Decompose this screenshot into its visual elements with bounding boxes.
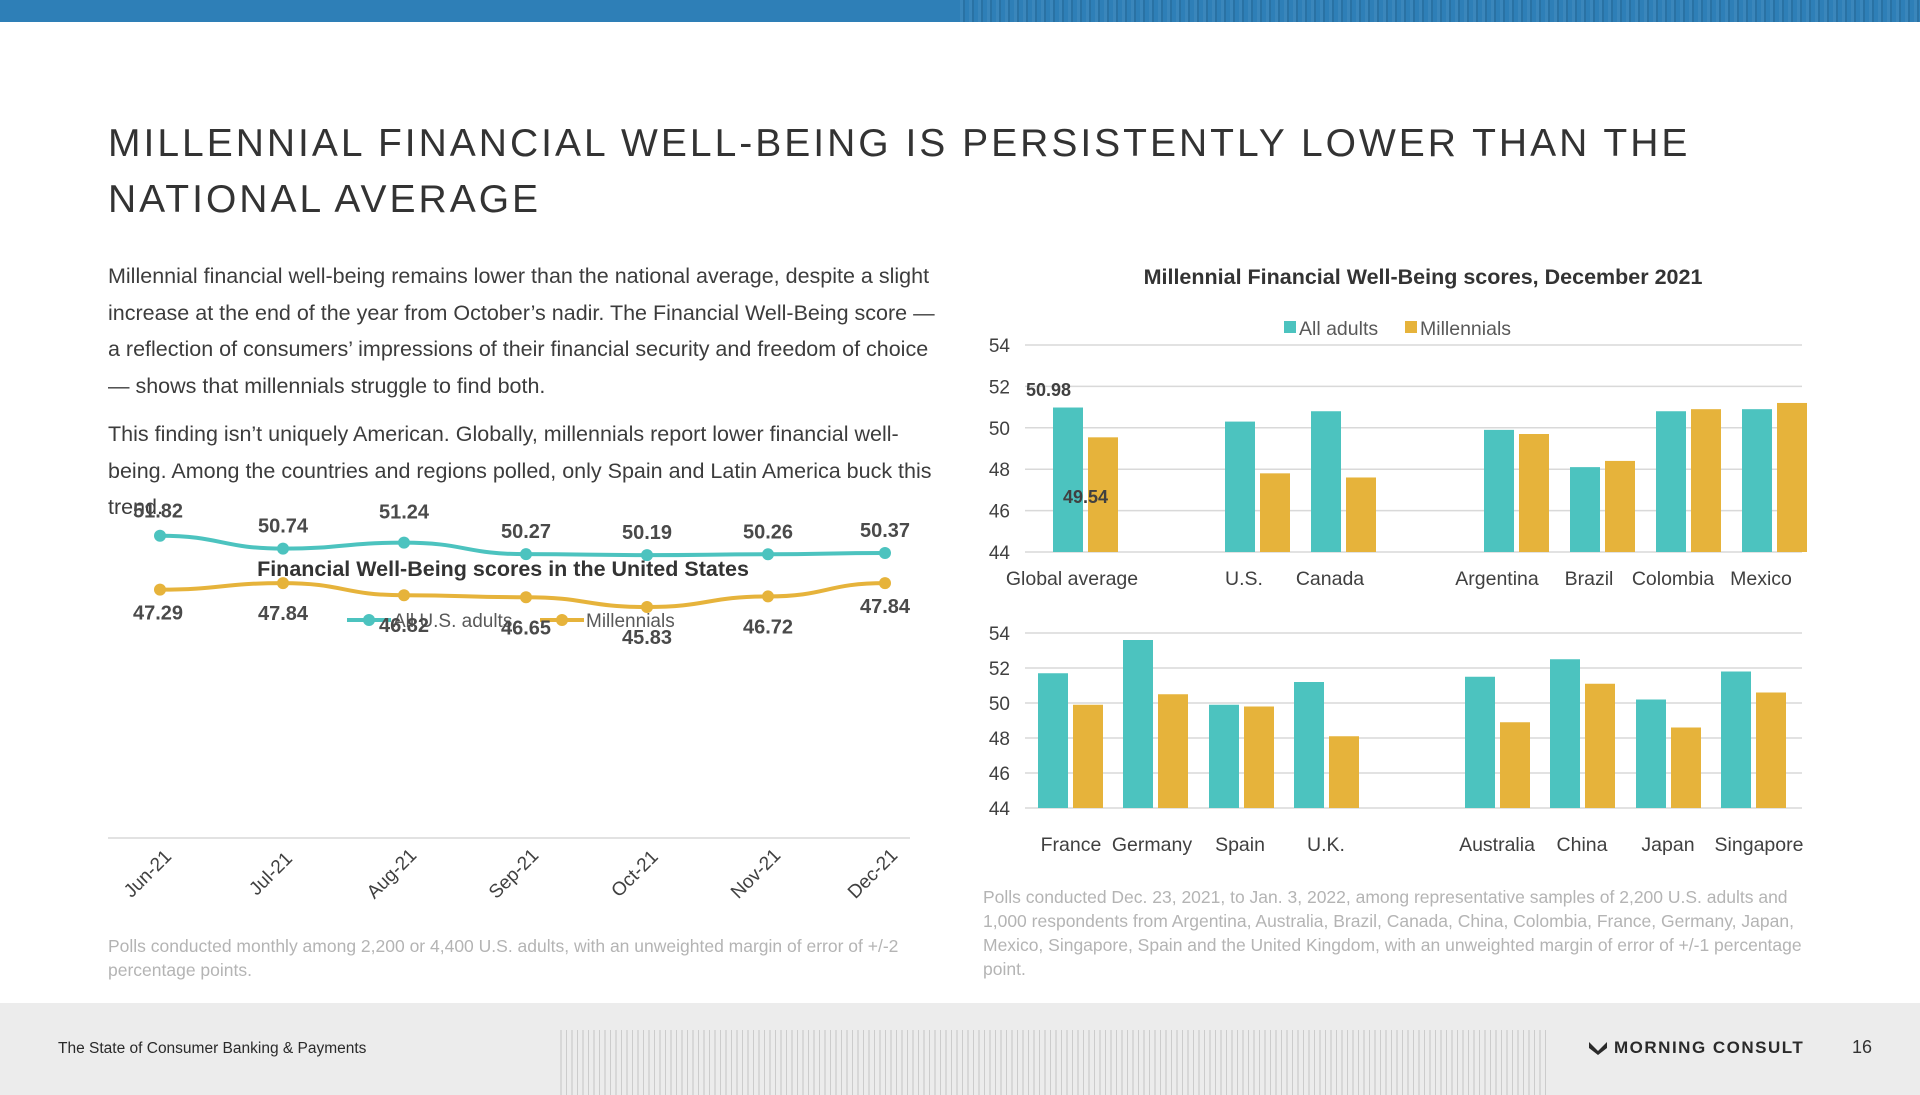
data-point [641,601,653,614]
data-label: 50.26 [743,521,793,543]
data-point [879,546,891,559]
data-point [762,590,774,603]
data-label: 51.24 [379,502,430,524]
data-label: 46.82 [379,615,429,637]
x-tick-label: Aug-21 [363,845,421,903]
line-chart-title: Financial Well-Being scores in the Unite… [257,557,749,581]
body-paragraph-1: Millennial financial well-being remains … [108,264,935,398]
page-title: MILLENNIAL FINANCIAL WELL-BEING IS PERSI… [108,122,1691,221]
data-point [398,589,410,602]
data-label: 46.72 [743,616,793,638]
data-point [520,548,532,561]
body-paragraph-2: This finding isn’t uniquely American. Gl… [108,422,932,519]
brand-name: MORNING CONSULT [1614,1038,1805,1057]
x-tick-label: Nov-21 [727,845,785,903]
footer-texture [560,1030,1550,1095]
data-point [277,542,289,555]
data-point [641,549,653,562]
legend-marker-1 [556,614,568,626]
data-label: 50.37 [860,520,910,542]
data-label: 45.83 [622,627,672,649]
x-tick-label: Jun-21 [120,846,176,902]
legend-label-1: Millennials [586,611,675,632]
data-label: 50.74 [258,516,309,538]
data-label: 46.65 [501,617,551,639]
x-tick-label: Jul-21 [245,848,296,899]
data-point [762,548,774,561]
brand-logo: MORNING CONSULT [1588,1038,1804,1058]
data-label: 50.19 [622,522,672,544]
data-point [520,591,532,604]
report-title: The State of Consumer Banking & Payments [58,1040,367,1057]
bar-chart-source-note: Polls conducted Dec. 23, 2021, to Jan. 3… [983,887,1802,979]
data-point [154,583,166,596]
top-bar-texture [960,0,1920,22]
legend-label-0: All U.S. adults [393,611,512,632]
data-label: 47.84 [860,596,911,618]
data-point [879,577,891,590]
x-tick-label: Dec-21 [844,845,902,903]
data-label: 47.29 [133,603,183,625]
legend-marker-0 [363,614,375,626]
x-tick-label: Oct-21 [608,847,663,902]
data-label: 47.84 [258,603,309,625]
data-point [277,577,289,590]
data-label: 51.82 [133,501,183,523]
data-point [154,529,166,542]
top-accent-bar [0,0,1920,22]
data-label: 50.27 [501,521,551,543]
page-number: 16 [1852,1037,1873,1057]
morning-consult-mark-icon [1589,1042,1607,1055]
x-tick-label: Sep-21 [485,845,543,903]
line-chart-source-note: Polls conducted monthly among 2,200 or 4… [108,936,899,980]
data-point [398,536,410,549]
bar-chart-title: Millennial Financial Well-Being scores, … [1143,265,1703,289]
body-text: Millennial financial well-being remains … [108,258,948,538]
